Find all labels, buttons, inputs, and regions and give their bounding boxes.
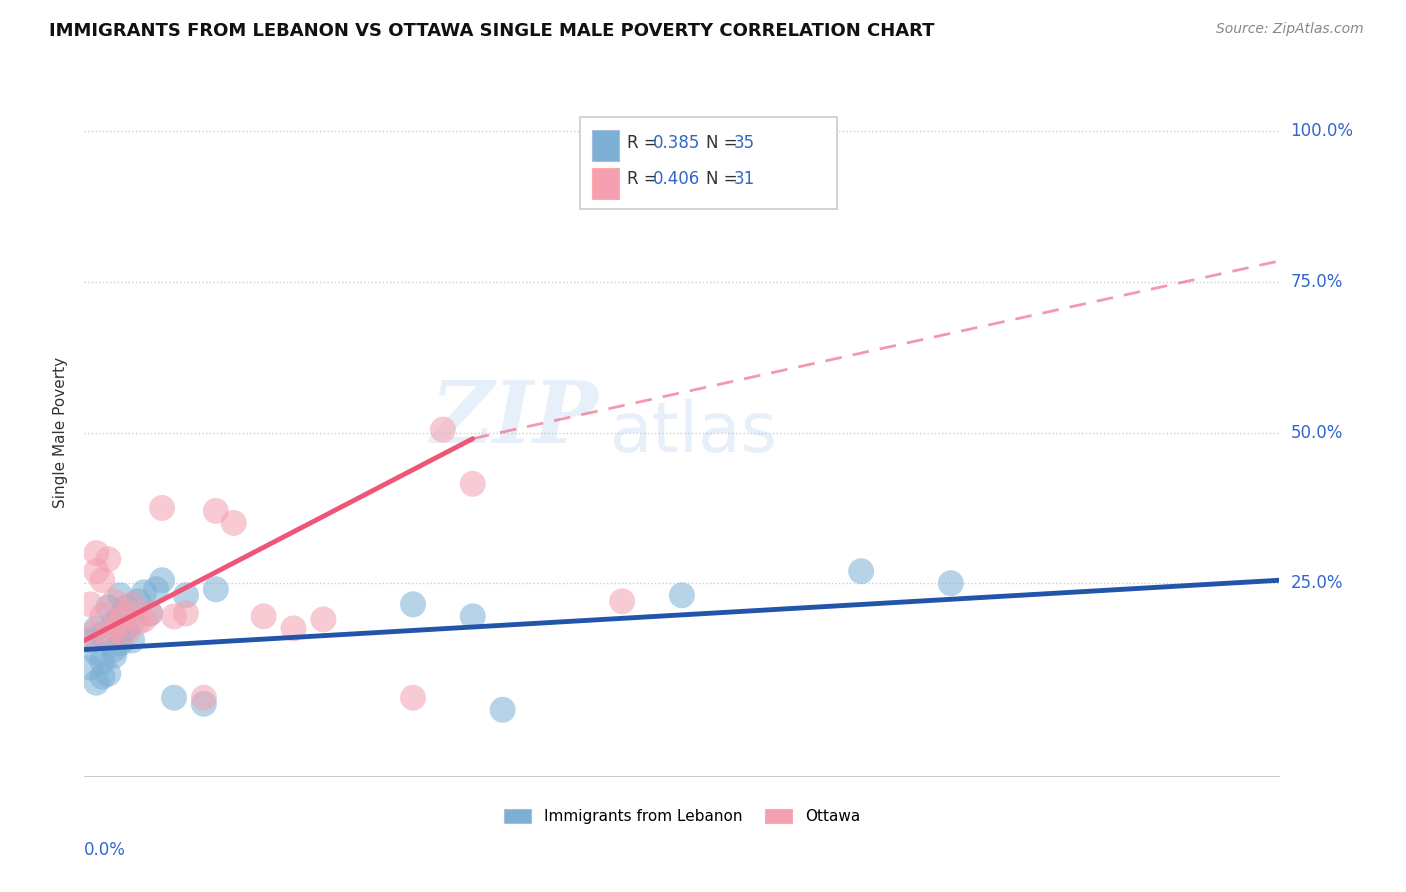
Point [110,636,132,650]
Point [86,546,108,560]
Point [79,598,101,612]
Point [79,627,101,641]
Text: 0.385: 0.385 [654,134,700,152]
Point [91,627,114,641]
Point [86,675,108,690]
Text: N =: N = [706,134,737,152]
Point [132,585,156,599]
Point [103,622,125,636]
Point [127,594,149,608]
Point [91,670,114,684]
Point [115,600,138,615]
Point [110,609,132,624]
Text: 50.0%: 50.0% [1291,424,1343,442]
Point [193,690,215,705]
Point [492,703,515,717]
Text: 100.0%: 100.0% [1291,122,1354,140]
Point [139,607,162,621]
Text: R =: R = [627,170,658,188]
Point [139,607,162,621]
Point [115,622,138,636]
Point [132,612,156,626]
Text: 75.0%: 75.0% [1291,273,1343,291]
FancyBboxPatch shape [581,117,838,210]
Text: N =: N = [706,170,737,188]
Point [103,615,125,630]
Point [461,476,484,491]
Point [253,609,276,624]
Point [103,642,125,657]
Point [91,655,114,669]
Point [97,600,120,615]
Y-axis label: Single Male Poverty: Single Male Poverty [53,357,69,508]
Point [163,609,186,624]
Point [86,646,108,660]
Point [174,607,197,621]
Point [97,666,120,681]
Point [150,500,173,515]
Point [110,588,132,602]
Point [174,588,197,602]
Text: 0.0%: 0.0% [84,841,127,859]
FancyBboxPatch shape [592,169,619,199]
Point [110,615,132,630]
Point [312,612,335,626]
Text: atlas: atlas [610,399,778,467]
Point [205,504,228,518]
Text: ZIP: ZIP [430,377,599,460]
Legend: Immigrants from Lebanon, Ottawa: Immigrants from Lebanon, Ottawa [498,803,866,830]
Text: IMMIGRANTS FROM LEBANON VS OTTAWA SINGLE MALE POVERTY CORRELATION CHART: IMMIGRANTS FROM LEBANON VS OTTAWA SINGLE… [49,22,935,40]
Point [461,609,484,624]
FancyBboxPatch shape [592,130,619,161]
Point [79,660,101,674]
Point [121,598,143,612]
Point [939,576,962,591]
Point [97,552,120,566]
Point [145,582,167,597]
Point [86,622,108,636]
Point [103,594,125,608]
Point [402,598,425,612]
Point [402,690,425,705]
Text: 31: 31 [734,170,755,188]
Text: 25.0%: 25.0% [1291,574,1343,592]
Point [115,607,138,621]
Point [283,622,305,636]
Point [79,633,101,648]
Text: R =: R = [627,134,658,152]
Point [121,633,143,648]
Text: 0.406: 0.406 [654,170,700,188]
Point [127,615,149,630]
Point [205,582,228,597]
Point [91,609,114,624]
Point [86,564,108,578]
Point [91,573,114,587]
Point [432,423,454,437]
Point [851,564,873,578]
Point [222,516,245,530]
Point [121,615,143,630]
Point [163,690,186,705]
Text: 35: 35 [734,134,755,152]
Point [612,594,634,608]
Text: Source: ZipAtlas.com: Source: ZipAtlas.com [1216,22,1364,37]
Point [97,631,120,645]
Point [103,648,125,663]
Point [150,573,173,587]
Point [115,627,138,641]
Point [671,588,693,602]
Point [193,697,215,711]
